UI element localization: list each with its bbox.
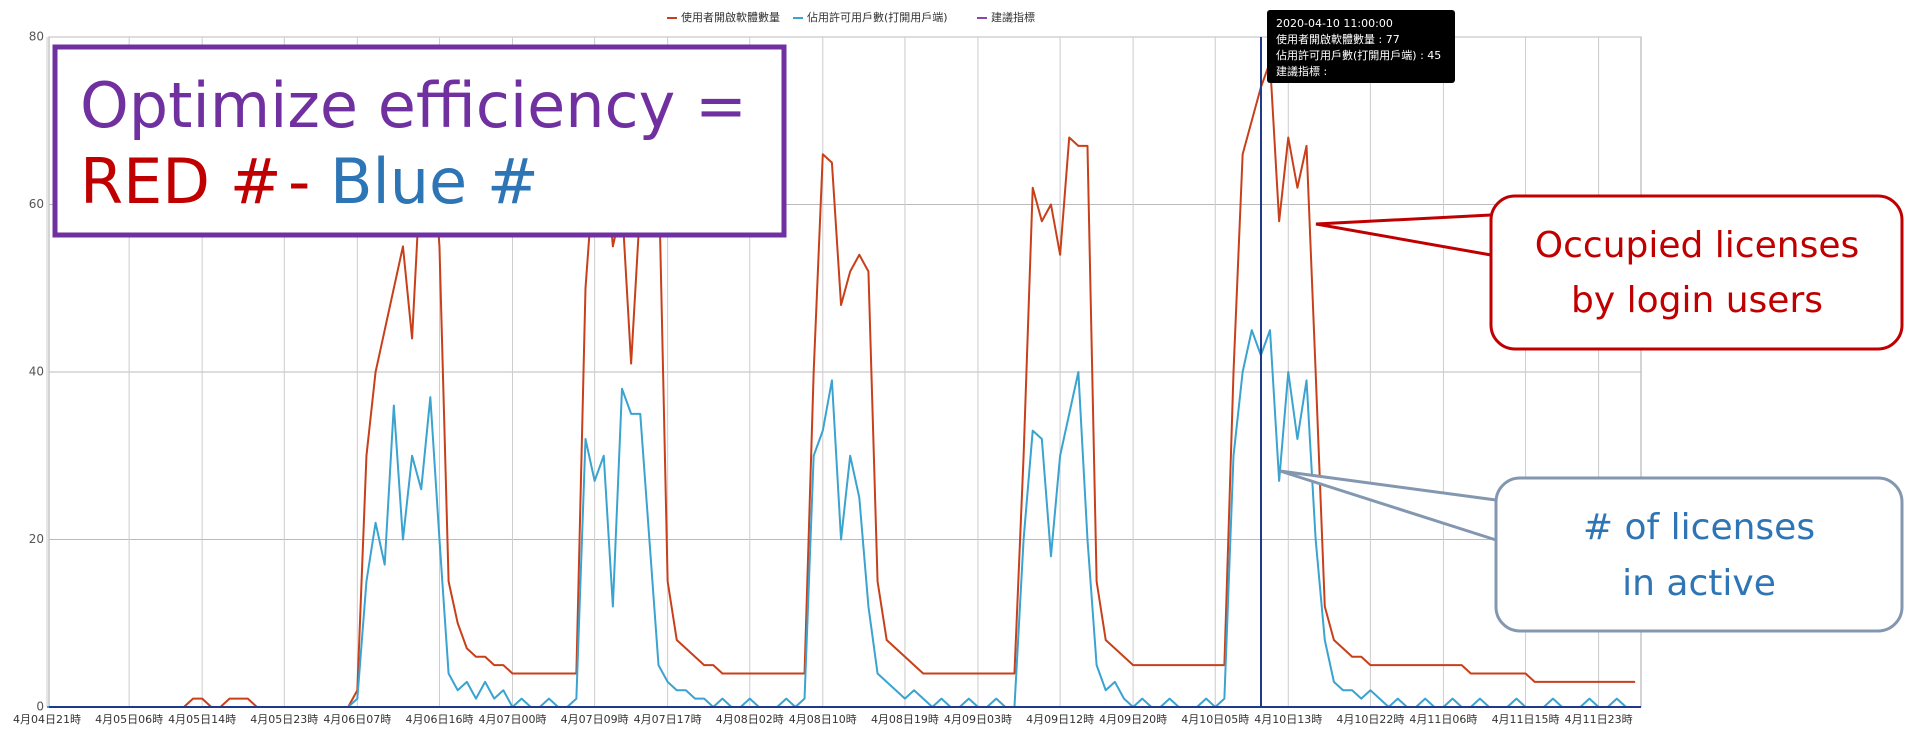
tooltip-line: 建議指標 : (1276, 64, 1327, 78)
x-tick-label: 4月04日21時 (13, 713, 81, 726)
y-tick-label: 20 (29, 532, 44, 546)
x-tick-label: 4月09日03時 (944, 713, 1012, 726)
x-tick-label: 4月05日06時 (95, 713, 163, 726)
x-tick-label: 4月08日10時 (789, 713, 857, 726)
x-tick-label: 4月11日23時 (1565, 713, 1633, 726)
formula-prefix: Optimize efficiency = (80, 69, 747, 142)
formula-red: RED # (80, 145, 282, 218)
x-tick-label: 4月10日22時 (1336, 713, 1404, 726)
x-tick-label: 4月10日13時 (1254, 713, 1322, 726)
x-tick-label: 4月07日00時 (478, 713, 546, 726)
tooltip-line: 使用者開啟軟體數量 : 77 (1276, 32, 1400, 46)
callout-box (1489, 194, 1904, 351)
formula-box (52, 44, 787, 238)
callout-text: Occupied licenses (1535, 225, 1859, 266)
callout-text: in active (1622, 563, 1776, 604)
callout-box (1494, 476, 1904, 633)
x-tick-label: 4月09日12時 (1026, 713, 1094, 726)
legend-label: 建議指標 (991, 10, 1035, 24)
x-tick-label: 4月07日17時 (634, 713, 702, 726)
y-tick-label: 60 (29, 197, 44, 211)
legend-label: 使用者開啟軟體數量 (681, 10, 780, 24)
x-tick-label: 4月11日06時 (1409, 713, 1477, 726)
formula-blue: Blue # (330, 145, 539, 218)
y-tick-label: 0 (36, 700, 44, 714)
tooltip-line: 佔用許可用戶數(打開用戶端) : 45 (1276, 48, 1441, 62)
y-tick-label: 40 (29, 365, 44, 379)
legend: 使用者開啟軟體數量 佔用許可用戶數(打開用戶端) 建議指標 (667, 10, 1035, 24)
formula-minus: - (288, 145, 310, 218)
tooltip-title: 2020-04-10 11:00:00 (1276, 17, 1393, 30)
callout-text: # of licenses (1583, 507, 1815, 548)
x-tick-label: 4月06日16時 (405, 713, 473, 726)
x-tick-label: 4月11日15時 (1492, 713, 1560, 726)
tooltip (1267, 10, 1455, 83)
x-tick-label: 4月07日09時 (561, 713, 629, 726)
callout-pointer (1315, 213, 1492, 257)
legend-label: 佔用許可用戶數(打開用戶端) (807, 10, 948, 24)
x-tick-label: 4月05日23時 (250, 713, 318, 726)
callout-pointer (1279, 469, 1497, 542)
x-tick-label: 4月09日20時 (1099, 713, 1167, 726)
x-tick-label: 4月08日02時 (716, 713, 784, 726)
x-tick-label: 4月10日05時 (1181, 713, 1249, 726)
x-tick-label: 4月05日14時 (168, 713, 236, 726)
callout-text: by login users (1571, 280, 1823, 321)
x-tick-label: 4月06日07時 (323, 713, 391, 726)
x-tick-label: 4月08日19時 (871, 713, 939, 726)
y-tick-label: 80 (29, 30, 44, 44)
